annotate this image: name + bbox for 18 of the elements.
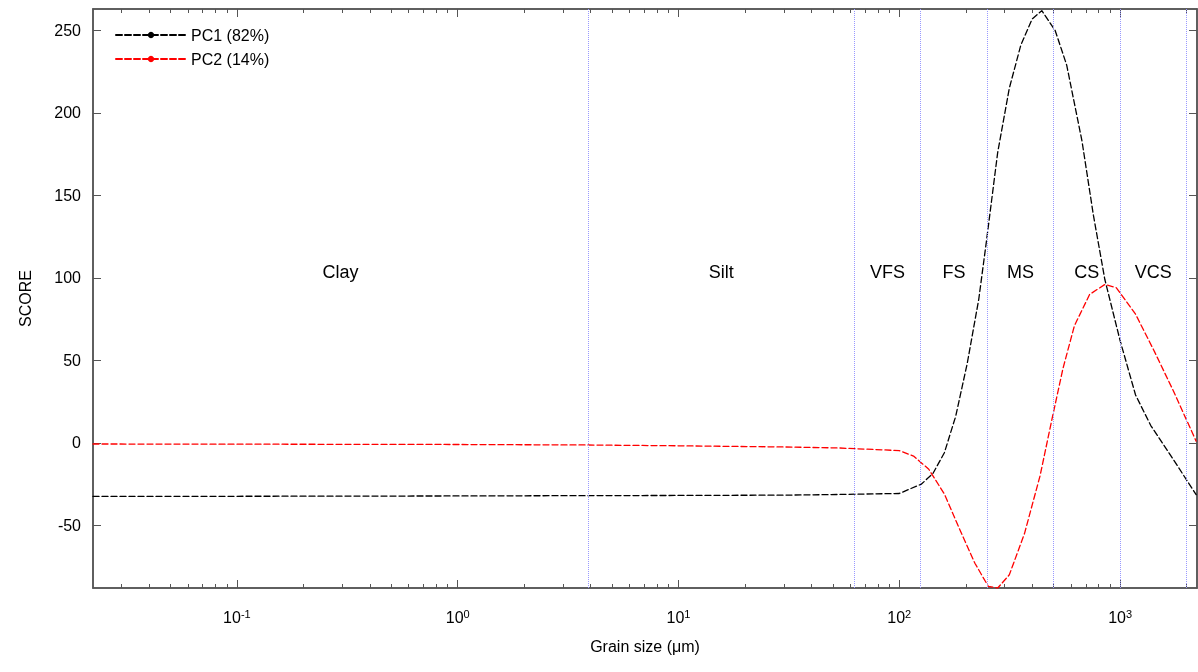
y-tick-label: 50 — [63, 351, 82, 369]
annotation: VCS — [1134, 262, 1172, 283]
annotation: Silt — [708, 262, 734, 283]
legend-label: PC2 (14%) — [191, 50, 270, 68]
annotation: Clay — [322, 262, 359, 283]
y-tick-label: -50 — [57, 516, 82, 534]
y-tick-label: 250 — [54, 21, 82, 39]
annotation: VFS — [869, 262, 905, 283]
y-tick-label: 0 — [72, 434, 82, 452]
y-tick-label: 150 — [54, 186, 82, 204]
annotation: FS — [942, 262, 966, 283]
annotation: MS — [1006, 262, 1034, 283]
x-axis-title: Grain size (μm) — [590, 637, 700, 655]
legend-label: PC1 (82%) — [191, 26, 270, 44]
annotation: CS — [1074, 262, 1100, 283]
y-tick-label: 200 — [54, 104, 82, 122]
y-tick-label: 100 — [54, 269, 82, 287]
y-axis-title: SCORE — [16, 270, 34, 327]
